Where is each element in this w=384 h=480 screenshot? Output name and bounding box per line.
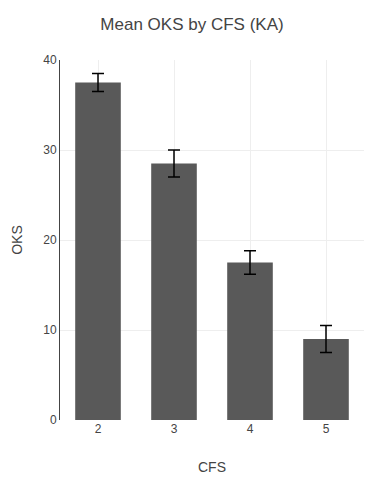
svg-text:3: 3 [171,422,178,436]
svg-text:2: 2 [95,422,102,436]
svg-text:5: 5 [323,422,330,436]
svg-text:4: 4 [247,422,254,436]
svg-text:0: 0 [50,413,57,427]
svg-text:CFS: CFS [198,459,226,475]
svg-text:40: 40 [43,53,57,67]
svg-text:Mean OKS by CFS (KA): Mean OKS by CFS (KA) [100,15,283,34]
svg-text:30: 30 [43,143,57,157]
svg-text:10: 10 [43,323,57,337]
svg-text:20: 20 [43,233,57,247]
svg-text:OKS: OKS [9,225,25,255]
